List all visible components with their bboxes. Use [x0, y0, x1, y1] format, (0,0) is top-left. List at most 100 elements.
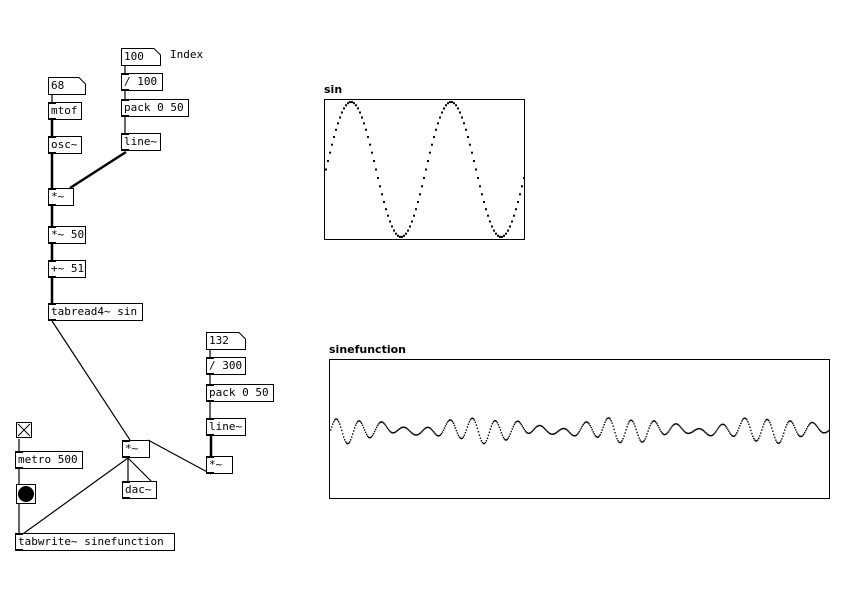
sinefunction-point — [427, 426, 430, 429]
sinefunction-point — [661, 432, 663, 434]
object-osc[interactable]: osc~ — [48, 136, 82, 154]
bang[interactable] — [16, 484, 36, 504]
sinefunction-point — [547, 431, 549, 433]
sinefunction-point — [639, 439, 641, 441]
sinefunction-point — [765, 419, 767, 421]
sinefunction-point — [488, 431, 491, 433]
sinefunction-point — [743, 417, 745, 420]
sinefunction-point — [759, 435, 761, 437]
sinefunction-point — [393, 431, 396, 434]
object-div100[interactable]: / 100 — [121, 73, 163, 91]
sinefunction-point — [552, 433, 554, 435]
sinefunction-point — [745, 417, 747, 420]
sinefunction-point — [733, 435, 735, 437]
sinefunction-point — [668, 430, 670, 432]
sinefunction-point — [412, 433, 415, 435]
sinefunction-point — [826, 431, 828, 433]
sinefunction-point — [716, 429, 718, 431]
sin-point — [353, 102, 355, 105]
sinefunction-point — [414, 434, 417, 436]
object-mtof[interactable]: mtof — [48, 102, 82, 120]
sinefunction-point — [811, 421, 813, 424]
sinefunction-point — [584, 421, 586, 424]
toggle[interactable] — [16, 422, 32, 438]
sinefunction-point — [563, 427, 565, 430]
sinefunction-point — [807, 426, 809, 428]
sinefunction-point — [631, 419, 633, 422]
object-tabwrite[interactable]: tabwrite~ sinefunction — [15, 533, 175, 551]
sin-point — [381, 193, 383, 196]
sinefunction-point — [689, 432, 691, 434]
sinefunction-point — [438, 434, 441, 437]
sinefunction-point — [490, 425, 493, 427]
object-mul2[interactable]: *~ — [206, 456, 233, 474]
object-pack1[interactable]: pack 0 50 — [121, 99, 189, 117]
sinefunction-point — [575, 434, 577, 436]
sin-point — [517, 201, 519, 203]
sinefunction-point — [494, 420, 497, 422]
sinefunction-point — [430, 428, 433, 431]
sinefunction-point — [533, 428, 535, 430]
number-box-index[interactable]: 100 — [121, 48, 161, 66]
sinefunction-point — [443, 427, 446, 429]
sinefunction-point — [366, 435, 369, 437]
sinefunction-point — [740, 422, 742, 424]
object-mul3[interactable]: *~ — [122, 440, 150, 458]
sinefunction-point — [349, 441, 351, 443]
graph-label-sinefunction: sinefunction — [329, 343, 406, 356]
sinefunction-point — [383, 423, 386, 425]
sinefunction-point — [705, 432, 707, 434]
sin-point — [403, 234, 405, 237]
sin-point — [421, 185, 423, 188]
sinefunction-point — [434, 433, 437, 435]
object-add51[interactable]: +~ 51 — [48, 260, 86, 278]
sinefunction-point — [593, 433, 595, 435]
sinefunction-point — [545, 429, 547, 432]
comment-index: Index — [170, 48, 204, 61]
object-line1[interactable]: line~ — [121, 133, 161, 151]
sinefunction-point — [732, 435, 734, 437]
object-metro[interactable]: metro 500 — [15, 451, 83, 469]
graph-sinefunction[interactable] — [329, 359, 830, 499]
number-value: 68 — [51, 79, 65, 92]
sinefunction-point — [646, 433, 648, 435]
sinefunction-point — [556, 431, 558, 433]
sinefunction-point — [559, 429, 561, 431]
sin-point — [479, 185, 481, 188]
sinefunction-point — [395, 430, 398, 432]
object-dac[interactable]: dac~ — [122, 481, 157, 499]
sinefunction-point — [347, 443, 349, 445]
sinefunction-point — [432, 431, 435, 433]
sinefunction-point — [599, 434, 601, 436]
cord-mul3-tabwrite[interactable] — [19, 457, 129, 537]
graph-sin[interactable] — [324, 99, 525, 240]
sin-point — [459, 111, 461, 114]
sinefunction-point — [517, 420, 519, 422]
object-mul50[interactable]: *~ 50 — [48, 226, 86, 244]
cord-tabread-mul3[interactable] — [51, 320, 131, 441]
cord-line-mul[interactable] — [69, 150, 127, 190]
sinefunction-point — [513, 423, 515, 426]
sin-point — [439, 116, 441, 119]
object-div300[interactable]: / 300 — [206, 357, 246, 375]
sinefunction-point — [632, 421, 634, 423]
number-box-amp[interactable]: 132 — [206, 332, 246, 350]
sinefunction-point — [788, 420, 790, 423]
object-mul1[interactable]: *~ — [48, 188, 74, 206]
cord-mul2-mul3[interactable] — [147, 439, 212, 475]
object-tabread[interactable]: tabread4~ sin — [48, 303, 143, 321]
number-box-freq[interactable]: 68 — [48, 77, 86, 95]
sinefunction-point — [780, 440, 782, 442]
object-line2[interactable]: line~ — [206, 418, 246, 436]
sinefunction-point — [554, 432, 556, 435]
sinefunction-point — [799, 435, 801, 437]
cord-mul3-dac-r[interactable] — [127, 457, 153, 483]
sinefunction-point — [357, 420, 360, 422]
sinefunction-point — [502, 436, 505, 439]
sinefunction-point — [767, 418, 769, 421]
sinefunction-point — [696, 428, 698, 430]
sinefunction-point — [609, 418, 611, 420]
sinefunction-point — [756, 440, 758, 442]
object-pack2[interactable]: pack 0 50 — [206, 384, 274, 402]
sinefunction-point — [440, 433, 443, 435]
